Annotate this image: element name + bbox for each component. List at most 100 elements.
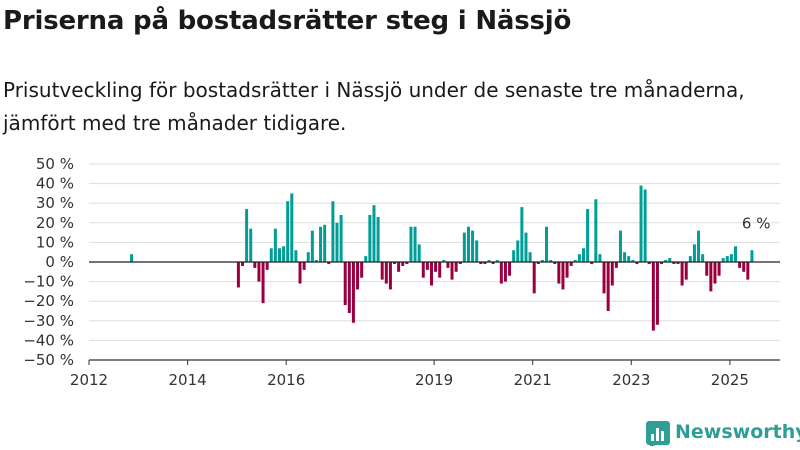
bar <box>273 228 277 262</box>
bar <box>261 262 265 304</box>
y-tick-label: −50 % <box>23 351 74 369</box>
bar <box>438 262 442 278</box>
bar <box>466 226 470 262</box>
bar <box>442 260 446 262</box>
x-tick-label: 2012 <box>70 371 108 389</box>
bar <box>417 244 421 262</box>
bar <box>446 262 450 268</box>
bar <box>241 262 245 266</box>
bar <box>614 262 618 268</box>
bar <box>499 262 503 284</box>
bar <box>618 230 622 262</box>
bar <box>471 230 475 262</box>
bar <box>713 262 717 284</box>
bar <box>356 262 360 290</box>
bar <box>294 250 298 262</box>
bar <box>524 232 528 262</box>
bar <box>623 252 627 262</box>
bar <box>323 224 327 262</box>
y-tick-label: −10 % <box>23 273 74 291</box>
y-tick-label: 10 % <box>36 233 74 251</box>
bar <box>405 262 409 264</box>
bar <box>528 252 532 262</box>
bar <box>717 262 721 276</box>
bar <box>347 262 351 313</box>
bar <box>532 262 536 294</box>
bar <box>705 262 709 276</box>
bar <box>643 189 647 262</box>
bar <box>729 254 733 262</box>
bar <box>692 244 696 262</box>
bar <box>569 262 573 266</box>
y-tick-label: −30 % <box>23 312 74 330</box>
bar <box>458 262 462 264</box>
bar <box>454 262 458 272</box>
bar <box>606 262 610 311</box>
bar <box>364 256 368 262</box>
y-tick-label: −20 % <box>23 292 74 310</box>
y-tick-label: 40 % <box>36 175 74 193</box>
bar <box>397 262 401 272</box>
bar <box>684 262 688 280</box>
bar <box>577 254 581 262</box>
bar <box>282 246 286 262</box>
bar <box>413 226 417 262</box>
bar <box>409 226 413 262</box>
bar <box>487 260 491 262</box>
bar <box>545 226 549 262</box>
bar <box>664 260 668 262</box>
bar <box>368 214 372 262</box>
bar <box>253 262 257 268</box>
bar <box>298 262 302 284</box>
bar <box>647 262 651 264</box>
axes: 50 % 40 %30 % 20 %10 % 0 % −10 %−20 % −30 %−4… <box>23 155 780 389</box>
bar <box>388 262 392 290</box>
newsworthy-logo[interactable]: Newsworthy <box>645 420 800 450</box>
bar <box>738 262 742 268</box>
y-tick-label: −40 % <box>23 331 74 349</box>
bar <box>351 262 355 323</box>
bar <box>462 232 466 262</box>
bar <box>561 262 565 290</box>
bar <box>380 262 384 280</box>
y-tick-label: 50 % <box>36 155 74 173</box>
bar <box>680 262 684 286</box>
bar <box>339 214 343 262</box>
bar <box>343 262 347 306</box>
y-tick-label: 20 % <box>36 214 74 232</box>
bar <box>401 262 405 266</box>
bar <box>750 250 754 262</box>
bar <box>425 262 429 270</box>
bar <box>376 216 380 262</box>
bar <box>290 193 294 262</box>
bar <box>746 262 750 280</box>
bar <box>668 258 672 262</box>
bar <box>249 228 253 262</box>
bar <box>660 262 664 264</box>
bar <box>721 258 725 262</box>
bar <box>331 201 335 262</box>
x-tick-label: 2023 <box>612 371 650 389</box>
x-tick-label: 2014 <box>169 371 207 389</box>
bar <box>627 256 631 262</box>
bar <box>565 262 569 278</box>
chart-title: Priserna på bostadsrätter steg i Nässjö <box>3 6 572 36</box>
y-tick-label: 30 % <box>36 194 74 212</box>
bar <box>236 262 240 288</box>
bar <box>491 262 495 264</box>
bar <box>302 262 306 270</box>
bar <box>697 230 701 262</box>
bar <box>631 260 635 262</box>
bar <box>582 248 585 262</box>
bar <box>573 260 577 262</box>
bar <box>701 254 705 262</box>
x-tick-label: 2021 <box>514 371 552 389</box>
bar <box>286 201 290 262</box>
bar <box>742 262 746 272</box>
bar <box>335 222 339 262</box>
latest-value-label: 6 % <box>742 215 771 233</box>
bar <box>635 262 639 264</box>
bar-series <box>130 185 754 331</box>
x-tick-label: 2025 <box>711 371 749 389</box>
bar <box>516 240 520 262</box>
